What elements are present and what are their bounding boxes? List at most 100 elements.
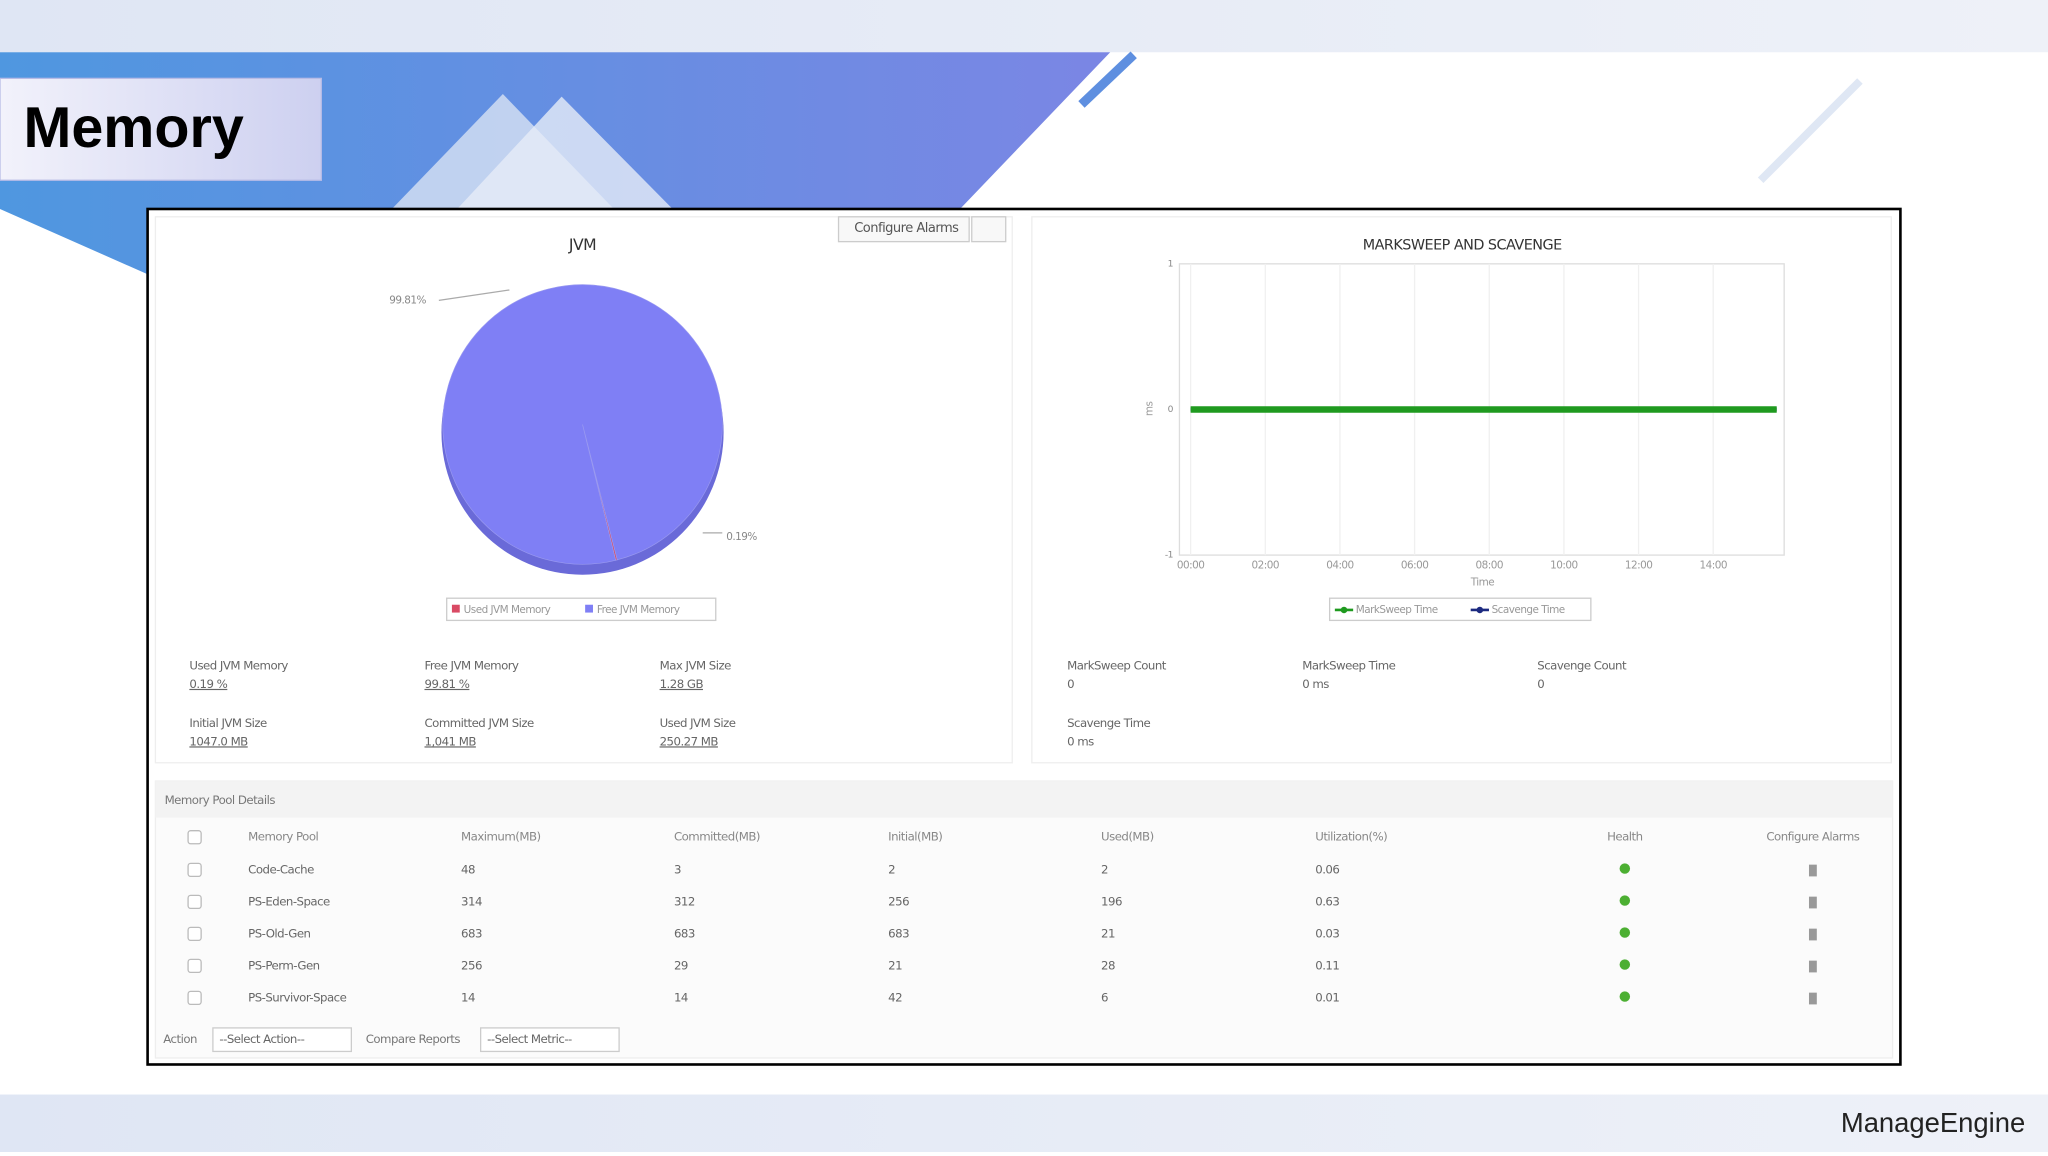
stat-value: 0 bbox=[1067, 677, 1074, 691]
stat-label: Scavenge Time bbox=[1067, 716, 1150, 730]
stat-label: Free JVM Memory bbox=[424, 659, 519, 673]
slide-title: Memory bbox=[24, 96, 244, 160]
select-label[interactable]: --Select Action-- bbox=[219, 1032, 305, 1046]
stat-value[interactable]: 1047.0 MB bbox=[189, 734, 248, 748]
legend-swatch bbox=[451, 604, 460, 613]
table-cell: 256 bbox=[888, 894, 909, 908]
menu-button[interactable] bbox=[971, 216, 1007, 243]
pie-slice bbox=[442, 284, 723, 565]
legend-label: Used JVM Memory bbox=[464, 604, 551, 616]
stat-value: 0 ms bbox=[1302, 677, 1329, 691]
pie-label: 0.19% bbox=[726, 531, 757, 543]
table-cell: 2 bbox=[1101, 862, 1108, 876]
table-cell: Code-Cache bbox=[248, 862, 314, 876]
top-band bbox=[0, 0, 2048, 53]
table-cell: 21 bbox=[1101, 926, 1115, 940]
table-cell: 312 bbox=[674, 894, 695, 908]
legend-box bbox=[446, 597, 717, 622]
stat-label: MarkSweep Time bbox=[1302, 659, 1395, 673]
table-cell: 0.11 bbox=[1315, 958, 1339, 972]
configure-alarms-button[interactable] bbox=[837, 216, 970, 243]
table-cell: 3 bbox=[674, 862, 681, 876]
stat-value[interactable]: 1.28 GB bbox=[660, 677, 704, 691]
table-cell: 0.01 bbox=[1315, 990, 1339, 1004]
checkbox[interactable] bbox=[187, 990, 202, 1006]
table-cell: 683 bbox=[888, 926, 909, 940]
alarm-icon[interactable] bbox=[1808, 960, 1817, 973]
alarm-icon[interactable] bbox=[1808, 864, 1817, 877]
column-header: Health bbox=[1607, 830, 1643, 844]
x-tick-label: 04:00 bbox=[1326, 560, 1353, 572]
health-icon bbox=[1619, 927, 1631, 938]
stat-value: 0 ms bbox=[1067, 734, 1094, 748]
x-axis-label: Time bbox=[1470, 577, 1495, 589]
column-header: Utilization(%) bbox=[1315, 830, 1387, 844]
button-label[interactable]: Configure Alarms bbox=[854, 221, 959, 236]
x-tick-label: 12:00 bbox=[1625, 560, 1652, 572]
stat-value[interactable]: 250.27 MB bbox=[660, 734, 719, 748]
section-title: Memory Pool Details bbox=[165, 793, 276, 807]
stat-value: 0 bbox=[1537, 677, 1544, 691]
checkbox[interactable] bbox=[187, 830, 202, 845]
stat-label: Max JVM Size bbox=[660, 659, 732, 673]
table-cell: 196 bbox=[1101, 894, 1122, 908]
stat-value[interactable]: 1,041 MB bbox=[424, 734, 476, 748]
column-header: Committed(MB) bbox=[674, 830, 760, 844]
y-tick-label: 1 bbox=[1168, 259, 1173, 269]
chart-title: JVM bbox=[568, 235, 596, 254]
alarm-icon[interactable] bbox=[1808, 896, 1817, 909]
table-cell: 683 bbox=[674, 926, 695, 940]
chart-title: MARKSWEEP AND SCAVENGE bbox=[1363, 238, 1562, 254]
select[interactable] bbox=[479, 1027, 620, 1053]
table-cell: 6 bbox=[1101, 990, 1108, 1004]
x-tick-label: 10:00 bbox=[1550, 560, 1577, 572]
stat-label: Used JVM Memory bbox=[189, 659, 288, 673]
health-icon bbox=[1619, 991, 1631, 1002]
stat-label: MarkSweep Count bbox=[1067, 659, 1167, 673]
column-header: Maximum(MB) bbox=[461, 830, 541, 844]
stat-value[interactable]: 99.81 % bbox=[424, 677, 470, 691]
stat-value[interactable]: 0.19 % bbox=[189, 677, 228, 691]
footer-label: Action bbox=[163, 1032, 197, 1046]
table-cell: 0.06 bbox=[1315, 862, 1339, 876]
y-tick-label: -1 bbox=[1165, 551, 1173, 561]
table-cell: 0.03 bbox=[1315, 926, 1339, 940]
legend-label: Free JVM Memory bbox=[597, 604, 680, 616]
stat-label: Used JVM Size bbox=[660, 716, 736, 730]
column-header: Memory Pool bbox=[248, 830, 318, 844]
x-tick-label: 06:00 bbox=[1401, 560, 1428, 572]
table-cell: 314 bbox=[461, 894, 482, 908]
decor bbox=[457, 96, 673, 209]
decor bbox=[1757, 78, 1863, 184]
checkbox[interactable] bbox=[187, 926, 202, 942]
legend-marker bbox=[1340, 606, 1348, 614]
checkbox[interactable] bbox=[187, 862, 202, 878]
decor bbox=[1078, 51, 1137, 108]
select-label[interactable]: --Select Metric-- bbox=[487, 1032, 572, 1046]
alarm-icon[interactable] bbox=[1808, 928, 1817, 941]
table-panel bbox=[154, 780, 1894, 1059]
stat-label: Scavenge Count bbox=[1537, 659, 1627, 673]
table-cell: 256 bbox=[461, 958, 482, 972]
x-tick-label: 02:00 bbox=[1252, 560, 1279, 572]
checkbox[interactable] bbox=[187, 958, 202, 974]
checkbox[interactable] bbox=[187, 894, 202, 910]
column-header: Used(MB) bbox=[1101, 830, 1154, 844]
pie-label: 99.81% bbox=[389, 294, 426, 306]
health-icon bbox=[1619, 895, 1631, 906]
health-icon bbox=[1619, 959, 1631, 970]
bottom-band bbox=[0, 1094, 2048, 1152]
title-box bbox=[0, 77, 322, 181]
legend-swatch bbox=[585, 604, 593, 613]
legend-label: MarkSweep Time bbox=[1356, 604, 1438, 616]
alarm-icon[interactable] bbox=[1808, 992, 1817, 1005]
stat-label: Committed JVM Size bbox=[424, 716, 534, 730]
table-cell: 14 bbox=[461, 990, 475, 1004]
table-cell: 21 bbox=[888, 958, 902, 972]
table-cell: PS-Eden-Space bbox=[248, 894, 330, 908]
table-cell: PS-Perm-Gen bbox=[248, 958, 320, 972]
select[interactable] bbox=[212, 1027, 352, 1053]
leader-line bbox=[438, 289, 510, 302]
footer-label: Compare Reports bbox=[366, 1032, 461, 1046]
y-tick-label: 0 bbox=[1168, 405, 1174, 415]
